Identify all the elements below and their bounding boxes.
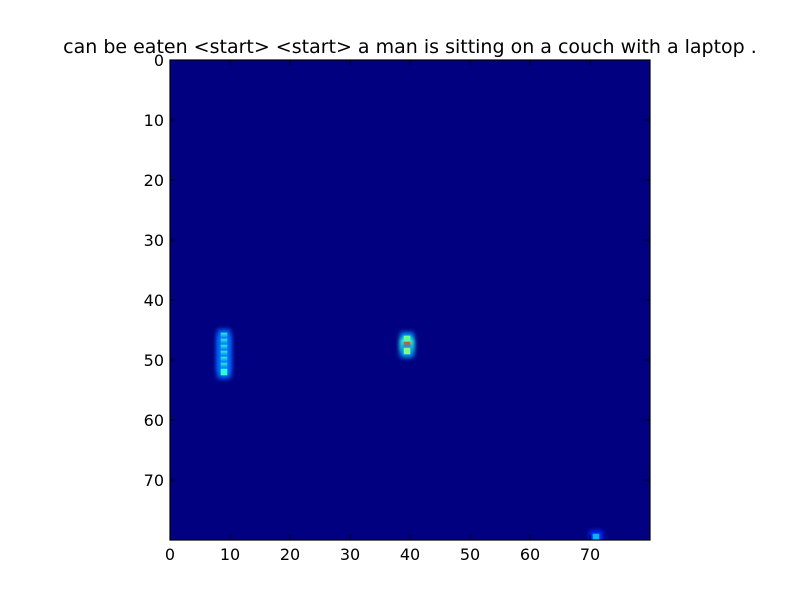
- x-tick-label-0: 0: [165, 545, 175, 564]
- chart-title: can be eaten <start> <start> a man is si…: [63, 36, 757, 58]
- heatmap-cell-6: [220, 368, 228, 376]
- x-tick-label-7: 70: [580, 545, 600, 564]
- x-tick-label-2: 20: [280, 545, 300, 564]
- heatmap-background: [170, 60, 650, 540]
- x-axis: 0 10 20 30 40 50 60 70: [165, 60, 600, 564]
- heatmap-hotspots: [217, 329, 603, 540]
- x-tick-label-1: 10: [220, 545, 240, 564]
- y-tick-label-2: 20: [144, 171, 164, 190]
- y-tick-label-3: 30: [144, 231, 164, 250]
- y-tick-label-0: 0: [154, 51, 164, 70]
- y-tick-label-4: 40: [144, 291, 164, 310]
- heatmap-cell-10: [592, 533, 600, 540]
- x-tick-label-5: 50: [460, 545, 480, 564]
- y-tick-label-6: 60: [144, 411, 164, 430]
- y-tick-label-1: 10: [144, 111, 164, 130]
- x-tick-label-6: 60: [520, 545, 540, 564]
- x-tick-label-4: 40: [400, 545, 420, 564]
- y-tick-label-5: 50: [144, 351, 164, 370]
- y-tick-label-7: 70: [144, 471, 164, 490]
- heatmap-cell-9: [403, 347, 411, 355]
- x-tick-label-3: 30: [340, 545, 360, 564]
- y-axis: 0 10 20 30 40 50 60 70: [144, 51, 650, 490]
